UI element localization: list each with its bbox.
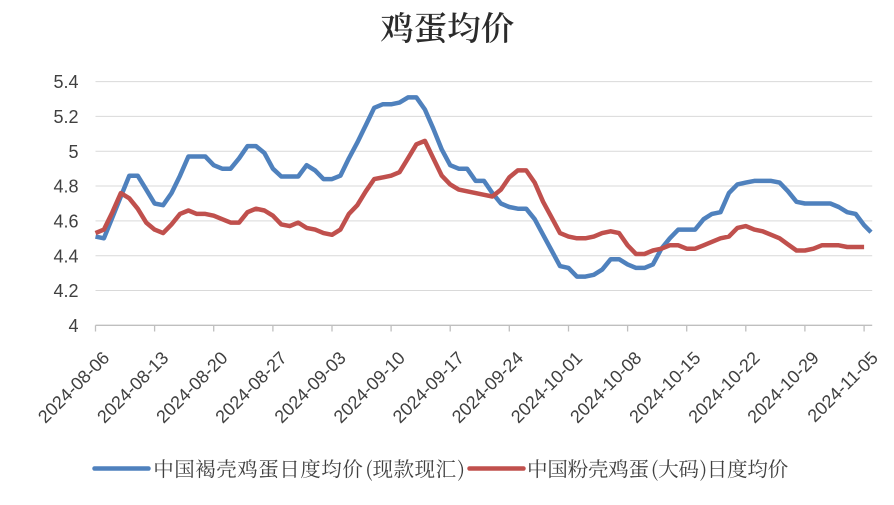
svg-text:5.4: 5.4 [53,72,78,92]
svg-text:4.6: 4.6 [53,212,78,232]
svg-text:4.2: 4.2 [53,281,78,301]
svg-text:4.4: 4.4 [53,246,78,266]
svg-text:4.8: 4.8 [53,177,78,197]
svg-text:5.2: 5.2 [53,107,78,127]
svg-text:4: 4 [68,316,78,336]
svg-text:5: 5 [68,142,78,162]
